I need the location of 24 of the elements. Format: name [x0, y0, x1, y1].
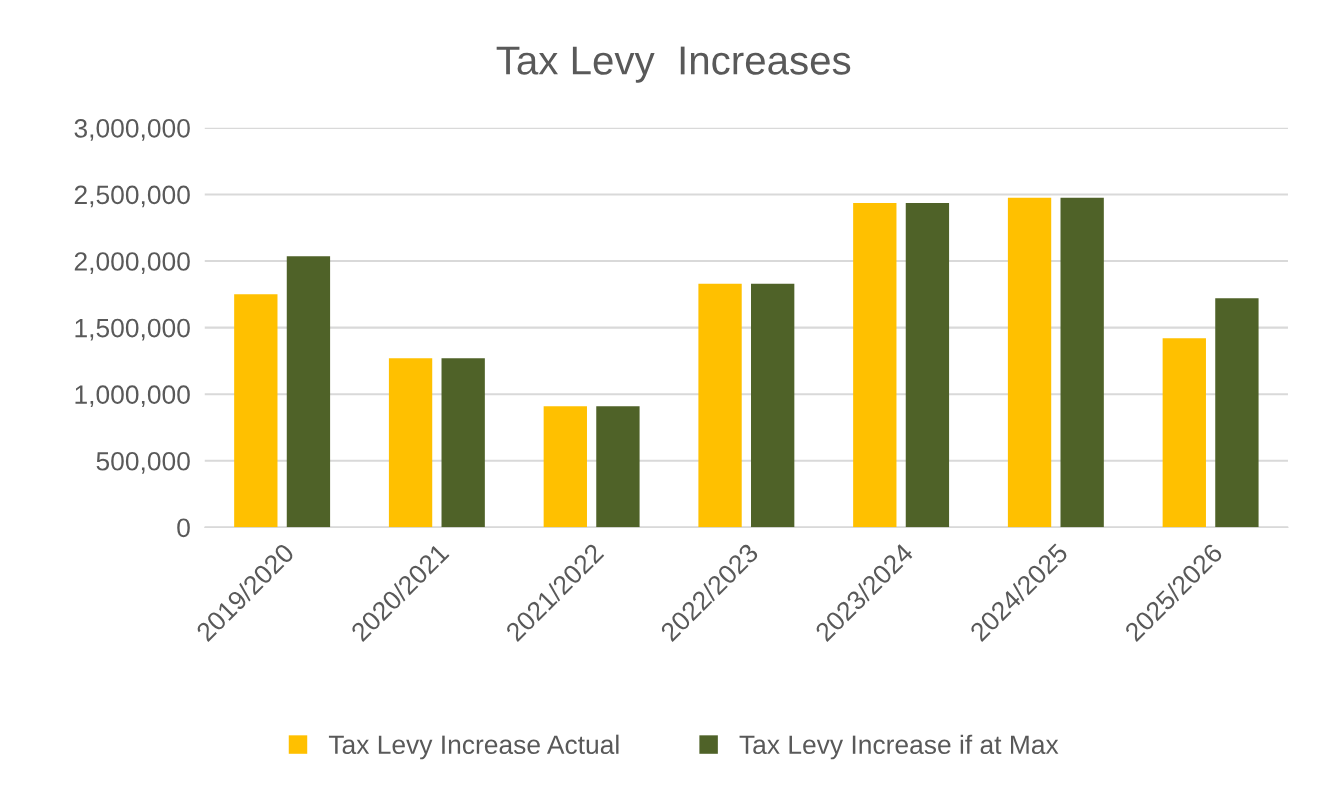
chart-title: Tax Levy Increases [496, 46, 851, 83]
y-tick-label: 500,000 [96, 451, 190, 474]
y-tick-label: 3,000,000 [74, 118, 190, 141]
bar [543, 406, 587, 528]
y-tick-label: 2,000,000 [74, 252, 190, 274]
bar [596, 406, 640, 528]
bar [234, 294, 278, 528]
bar [286, 256, 331, 528]
bar [1007, 197, 1052, 528]
bar [853, 203, 897, 528]
bar [388, 358, 433, 528]
y-tick-label: 0 [177, 518, 190, 538]
legend-label: Tax Levy Increase if at Max [739, 734, 1059, 760]
bar [1215, 298, 1259, 528]
y-tick-label: 1,500,000 [75, 318, 190, 341]
bar [1060, 197, 1104, 528]
y-tick-label: 1,000,000 [75, 385, 190, 408]
bar [441, 358, 485, 528]
bar [751, 283, 795, 528]
bar [905, 203, 950, 528]
bar [698, 283, 742, 528]
y-tick-label: 2,500,000 [74, 185, 190, 208]
legend-label: Tax Levy Increase Actual [328, 734, 619, 760]
bar [1162, 338, 1206, 528]
